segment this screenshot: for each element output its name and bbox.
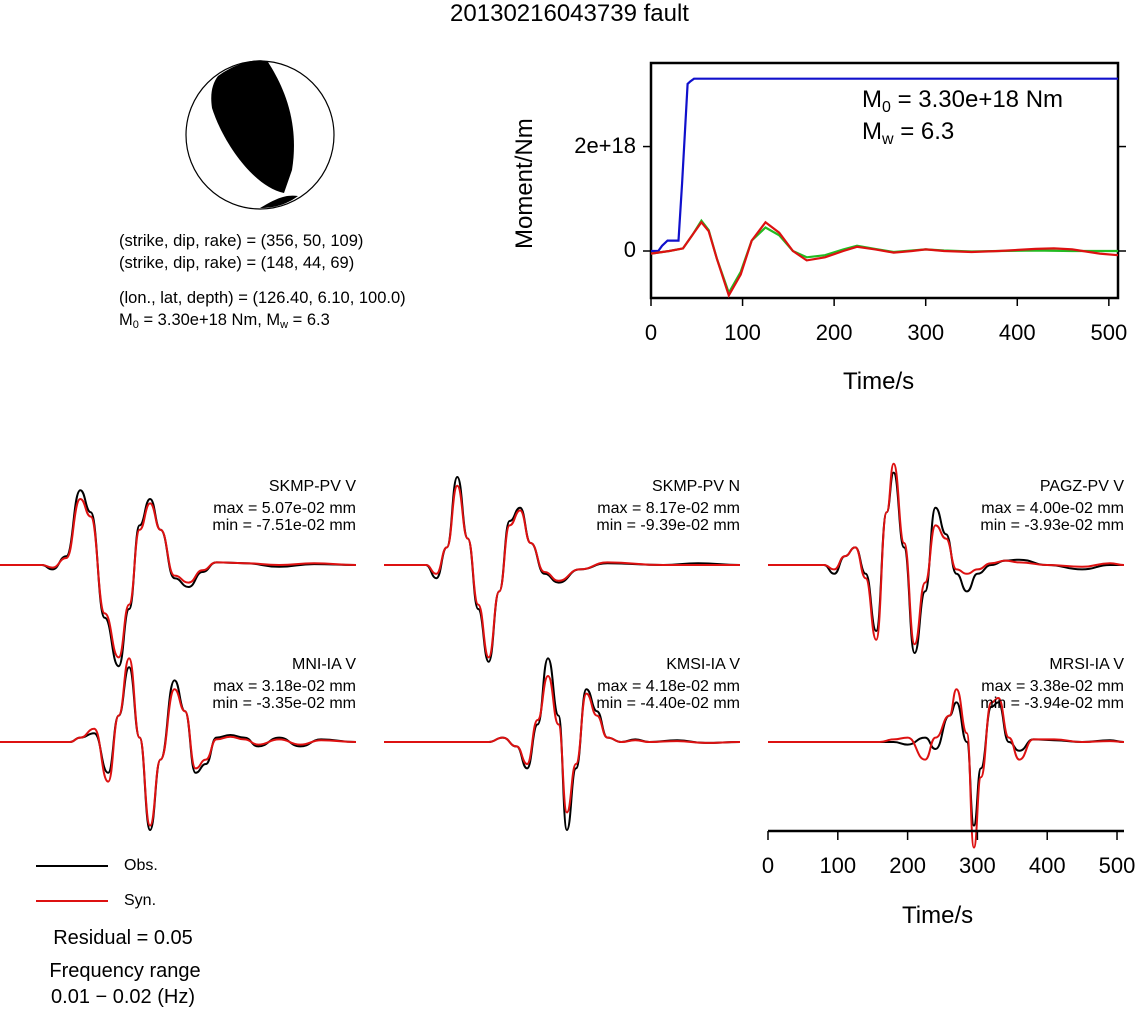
trace-label-4: KMSI-IA V — [666, 656, 740, 673]
moment-series-1 — [650, 218, 1118, 296]
wave-xtick-label-300: 300 — [959, 853, 996, 878]
trace-mrsi-ia-v-obs — [767, 701, 1125, 827]
trace-min-1: min = -9.39e-02 mm — [596, 517, 740, 534]
wave-xlabel: Time/s — [902, 902, 974, 929]
moment-magnitude: M0 = 3.30e+18 Nm, Mw = 6.3 — [119, 311, 330, 331]
location-depth: (lon., lat, depth) = (126.40, 6.10, 100.… — [119, 289, 406, 307]
moment-xlabel: Time/s — [843, 368, 915, 395]
moment-xtick-label-500: 500 — [1090, 320, 1128, 345]
frequency-range-label: Frequency range — [49, 960, 201, 982]
moment-series-2 — [650, 220, 1119, 299]
wave-xtick-label-400: 400 — [1028, 853, 1066, 878]
nodal-plane-1: (strike, dip, rake) = (356, 50, 109) — [119, 232, 364, 250]
trace-label-3: MNI-IA V — [291, 656, 356, 673]
wave-xtick-label-200: 200 — [889, 853, 926, 878]
trace-min-3: min = -3.35e-02 mm — [212, 695, 356, 712]
frequency-range-value: 0.01 − 0.02 (Hz) — [51, 986, 195, 1008]
figure-title: 20130216043739 fault — [450, 0, 689, 27]
legend-obs-label: Obs. — [124, 857, 158, 874]
moment-ylabel: Moment/Nm — [511, 118, 538, 249]
trace-min-0: min = -7.51e-02 mm — [212, 517, 356, 534]
trace-min-4: min = -4.40e-02 mm — [596, 695, 740, 712]
moment-xtick-label-300: 300 — [907, 320, 945, 345]
moment-xtick-label-100: 100 — [724, 320, 761, 345]
trace-max-1: max = 8.17e-02 mm — [597, 500, 740, 517]
trace-label-1: SKMP-PV N — [651, 478, 740, 495]
legend-syn-label: Syn. — [124, 892, 157, 909]
beachball-compressional — [211, 60, 294, 193]
moment-xtick-label-0: 0 — [644, 320, 658, 345]
moment-ytick-label-0: 0 — [623, 237, 636, 262]
moment-xtick-label-400: 400 — [998, 320, 1036, 345]
trace-max-2: max = 4.00e-02 mm — [981, 500, 1124, 517]
moment-annotation: M0 = 3.30e+18 Nm — [862, 86, 1064, 116]
trace-min-2: min = -3.93e-02 mm — [980, 517, 1124, 534]
magnitude-annotation: Mw = 6.3 — [862, 118, 955, 148]
wave-xtick-label-500: 500 — [1098, 853, 1136, 878]
beachball-compressional-lower — [260, 195, 298, 208]
moment-xtick-label-200: 200 — [815, 320, 853, 345]
moment-ytick-label-2e+18: 2e+18 — [574, 132, 636, 158]
trace-mrsi-ia-v-syn — [767, 688, 1125, 849]
trace-label-5: MRSI-IA V — [1049, 656, 1124, 673]
nodal-plane-2: (strike, dip, rake) = (148, 44, 69) — [119, 254, 355, 272]
trace-max-5: max = 3.38e-02 mm — [981, 678, 1124, 695]
trace-label-0: SKMP-PV V — [268, 478, 356, 495]
residual-label: Residual = 0.05 — [53, 927, 193, 949]
trace-label-2: PAGZ-PV V — [1039, 478, 1124, 495]
trace-min-5: min = -3.94e-02 mm — [980, 695, 1124, 712]
wave-xtick-label-0: 0 — [761, 853, 775, 878]
trace-max-4: max = 4.18e-02 mm — [597, 678, 740, 695]
wave-xtick-label-100: 100 — [819, 853, 857, 878]
trace-max-3: max = 3.18e-02 mm — [213, 678, 356, 695]
trace-max-0: max = 5.07e-02 mm — [213, 500, 356, 517]
